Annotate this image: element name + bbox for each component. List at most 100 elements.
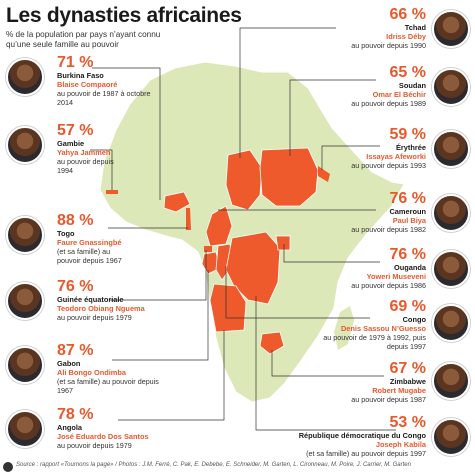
portrait-eritrea	[432, 130, 470, 168]
connector-sudan	[289, 79, 376, 156]
leader-name: Idriss Déby	[386, 32, 426, 41]
since-text: au pouvoir depuis 1989	[351, 99, 426, 108]
entry-chad: 66 % Tchad Idriss Déby au pouvoir depuis…	[330, 6, 426, 50]
connector-gambia	[90, 149, 113, 190]
connector-eq-guinea	[110, 250, 207, 301]
portrait-chad	[432, 10, 470, 48]
since-text: au pouvoir depuis 1990	[351, 41, 426, 50]
entry-gabon: 87 % Gabon Ali Bongo Ondimba (et sa fami…	[57, 342, 169, 395]
entry-congo: 69 % Congo Denis Sassou N’Guesso au pouv…	[316, 298, 426, 351]
leader-name: Blaise Compaoré	[57, 80, 118, 89]
leader-name: Omar El Béchir	[372, 90, 426, 99]
leader-name: José Eduardo Dos Santos	[57, 432, 149, 441]
country-name: Gambie	[57, 139, 85, 148]
gabon-shape	[201, 251, 221, 275]
entry-cameroon: 76 % Cameroun Paul Biya au pouvoir depui…	[330, 190, 426, 234]
uganda-shape	[275, 235, 291, 251]
connector-angola	[118, 330, 225, 421]
country-name: République démocratique du Congo	[298, 431, 426, 440]
pct-value: 65 %	[389, 64, 426, 81]
cameroon-shape	[205, 205, 233, 247]
entry-sudan: 65 % Soudan Omar El Béchir au pouvoir de…	[330, 64, 426, 108]
leader-name: Paul Biya	[392, 216, 426, 225]
pct-value: 66 %	[389, 6, 426, 23]
pct-value: 69 %	[389, 298, 426, 315]
pct-value: 76 %	[57, 278, 94, 295]
since-text: au pouvoir depuis 1986	[351, 281, 426, 290]
pct-value: 88 %	[57, 212, 94, 229]
togo-shape	[186, 208, 191, 230]
portrait-gambia	[6, 126, 44, 164]
connector-chad	[239, 27, 336, 158]
since-text: (et sa famille) au pouvoir depuis 1967	[57, 247, 122, 265]
portrait-drc	[432, 418, 470, 456]
portrait-burkina	[6, 58, 44, 96]
pct-value: 53 %	[389, 414, 426, 431]
sudan-shape	[259, 147, 319, 207]
madagascar	[334, 306, 354, 350]
since-text: au pouvoir depuis 1979	[57, 441, 132, 450]
leader-name: Yoweri Museveni	[366, 272, 426, 281]
country-name: Érythrée	[396, 143, 426, 152]
pct-value: 57 %	[57, 122, 94, 139]
gambia-shape	[106, 190, 118, 194]
pct-value: 76 %	[389, 190, 426, 207]
entry-drc: 53 % République démocratique du Congo Jo…	[280, 414, 426, 458]
burkina-faso-shape	[163, 191, 191, 213]
entry-angola: 78 % Angola José Eduardo Dos Santos au p…	[57, 406, 167, 450]
connector-drc	[255, 296, 396, 431]
drc-shape	[225, 231, 281, 305]
leader-name: Ali Bongo Ondimba	[57, 368, 126, 377]
leader-name: Faure Gnassingbé	[57, 238, 122, 247]
leader-name: Joseph Kabila	[375, 440, 426, 449]
entry-equatorial-guinea: 76 % Guinée équatoriale Teodoro Obiang N…	[57, 278, 147, 322]
chad-shape	[225, 149, 263, 211]
connector-uganda	[283, 244, 380, 263]
portrait-uganda	[432, 250, 470, 288]
publisher-logo	[3, 462, 13, 472]
entry-gambia: 57 % Gambie Yahya Jammeh au pouvoir depu…	[57, 122, 115, 175]
entry-uganda: 76 % Ouganda Yoweri Museveni au pouvoir …	[330, 246, 426, 290]
leader-name: Denis Sassou N’Guesso	[340, 324, 426, 333]
equatorial-guinea-shape	[204, 246, 212, 252]
angola-shape	[209, 283, 247, 333]
source-footer: Source : rapport «Tournons la page» / Ph…	[16, 462, 411, 468]
country-name: Gabon	[57, 359, 81, 368]
since-text: (et sa famille) au pouvoir depuis 1967	[57, 377, 159, 395]
page-title: Les dynasties africaines	[6, 4, 242, 27]
zimbabwe-shape	[259, 331, 285, 355]
entry-eritrea: 59 % Érythrée Issayas Afeworki au pouvoi…	[330, 126, 426, 170]
pct-value: 76 %	[389, 246, 426, 263]
portrait-togo	[6, 216, 44, 254]
since-text: au pouvoir depuis 1994	[57, 157, 114, 175]
since-text: au pouvoir depuis 1987	[351, 395, 426, 404]
portrait-sudan	[432, 68, 470, 106]
portrait-congo	[432, 304, 470, 342]
country-name: Zimbabwe	[389, 377, 426, 386]
pct-value: 67 %	[389, 360, 426, 377]
since-text: au pouvoir de 1987 à octobre 2014	[57, 89, 151, 107]
connector-burkina	[92, 67, 161, 200]
connector-zimbabwe	[271, 350, 384, 377]
entry-burkina-faso: 71 % Burkina Faso Blaise Compaoré au pou…	[57, 54, 157, 107]
portrait-cameroon	[432, 194, 470, 232]
leader-name: Issayas Afeworki	[366, 152, 426, 161]
country-name: Togo	[57, 229, 75, 238]
portrait-eq-guinea	[6, 282, 44, 320]
since-text: au pouvoir depuis 1979	[57, 313, 132, 322]
country-name: Soudan	[398, 81, 426, 90]
connector-congo	[225, 266, 370, 319]
country-name: Tchad	[404, 23, 426, 32]
country-name: Congo	[402, 315, 426, 324]
country-name: Burkina Faso	[57, 71, 104, 80]
since-text: (et sa famille) au pouvoir depuis 1997	[306, 449, 426, 458]
portrait-angola	[6, 410, 44, 448]
eritrea-shape	[318, 166, 330, 182]
connector-gabon	[112, 270, 209, 361]
country-name: Angola	[57, 423, 83, 432]
since-text: au pouvoir depuis 1982	[351, 225, 426, 234]
entry-togo: 88 % Togo Faure Gnassingbé (et sa famill…	[57, 212, 127, 265]
pct-value: 59 %	[389, 126, 426, 143]
since-text: au pouvoir depuis 1993	[351, 161, 426, 170]
